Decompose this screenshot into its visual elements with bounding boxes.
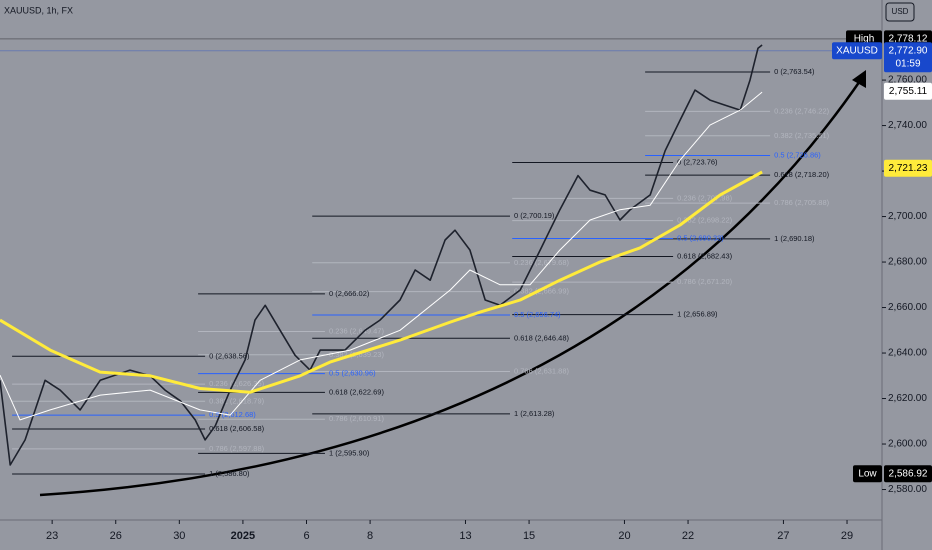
fib-label: 0.236 (2,649.47) <box>329 326 385 335</box>
x-tick-label: 26 <box>110 530 122 542</box>
price-tag-name: Low <box>858 468 877 479</box>
price-tag-name: High <box>854 33 875 44</box>
y-tick-label: 2,700.00 <box>888 211 927 222</box>
price-tag-name-box <box>832 42 882 60</box>
x-tick-label: 27 <box>777 530 789 542</box>
x-tick-label: 8 <box>367 530 373 542</box>
fib-label: 0.618 (2,646.48) <box>514 333 570 342</box>
x-tick-label: 30 <box>173 530 185 542</box>
fib-label: 0.236 (2,746.22) <box>774 106 830 115</box>
fib-label: 1 (2,586.80) <box>209 469 250 478</box>
x-tick-label: 13 <box>459 530 471 542</box>
fib-label: 0.236 (2,707.98) <box>677 193 733 202</box>
fib-label: 1 (2,613.28) <box>514 409 555 418</box>
x-tick-label: 2025 <box>231 530 255 542</box>
fib-label: 0.5 (2,690.33) <box>677 234 724 243</box>
price-tag-name-box <box>853 465 882 483</box>
price-tag <box>884 465 932 483</box>
fib-label: 0.618 (2,682.43) <box>677 252 733 261</box>
y-tick-label: 2,640.00 <box>888 348 927 359</box>
fib-label: 0.382 (2,735.51) <box>774 131 830 140</box>
fib-label: 1 (2,595.90) <box>329 448 370 457</box>
price-tag <box>884 42 932 73</box>
price-tag <box>884 82 932 100</box>
y-tick-label: 2,660.00 <box>888 302 927 313</box>
fib-label: 0 (2,638.56) <box>209 351 250 360</box>
fib-label: 0.618 (2,606.58) <box>209 424 265 433</box>
series-line <box>0 91 763 421</box>
price-tag-value: 2,772.90 <box>889 45 928 56</box>
fib-label: 0.236 (2,626.35) <box>209 379 265 388</box>
x-tick-label: 20 <box>618 530 630 542</box>
fib-label: 1 (2,656.89) <box>677 310 718 319</box>
price-tag-name: XAUUSD <box>836 45 878 56</box>
currency: USD <box>892 7 909 16</box>
fib-label: 0.5 (2,612.68) <box>209 410 256 419</box>
price-tag-value: 2,755.11 <box>889 86 928 97</box>
price-tag-value: 2,721.23 <box>889 163 928 174</box>
fib-label: 0 (2,763.54) <box>774 67 815 76</box>
fib-label: 0 (2,666.02) <box>329 289 370 298</box>
fib-label: 0 (2,700.19) <box>514 211 555 220</box>
price-tag-countdown: 01:59 <box>895 58 920 69</box>
fib-label: 0.382 (2,698.22) <box>677 216 733 225</box>
fib-label: 0.5 (2,726.86) <box>774 150 821 159</box>
price-tag-value: 2,586.92 <box>889 468 928 479</box>
series-line <box>0 170 763 394</box>
price-tag <box>884 159 932 177</box>
price-tag-value: 2,778.12 <box>889 33 928 44</box>
x-tick-label: 15 <box>523 530 535 542</box>
fib-label: 0.5 (2,656.74) <box>514 310 561 319</box>
symbol-title: XAUUSD, 1h, FX <box>4 5 73 15</box>
fib-label: 0.618 (2,622.69) <box>329 387 385 396</box>
arrow-head <box>852 70 866 88</box>
fib-label: 0.5 (2,630.96) <box>329 369 376 378</box>
currency-box <box>885 2 915 22</box>
fib-label: 0.786 (2,610.91) <box>329 414 385 423</box>
fib-label: 0.236 (2,679.68) <box>514 258 570 267</box>
fib-label: 0.382 (2,666.99) <box>514 287 570 296</box>
y-tick-label: 2,600.00 <box>888 439 927 450</box>
fib-label: 0.786 (2,671.20) <box>677 277 733 286</box>
fib-label: 0.618 (2,718.20) <box>774 170 830 179</box>
x-tick-label: 22 <box>682 530 694 542</box>
y-tick-label: 2,580.00 <box>888 484 927 495</box>
y-tick-label: 2,760.00 <box>888 75 927 86</box>
fib-label: 0.786 (2,705.88) <box>774 198 830 207</box>
fib-label: 0 (2,723.76) <box>677 157 718 166</box>
x-tick-label: 6 <box>303 530 309 542</box>
fib-label: 0.382 (2,618.79) <box>209 396 265 405</box>
x-tick-label: 23 <box>46 530 58 542</box>
trend-arrow <box>39 77 864 497</box>
y-tick-label: 2,740.00 <box>888 120 927 131</box>
fib-label: 0.786 (2,631.88) <box>514 366 570 375</box>
series-line <box>0 44 763 466</box>
fib-label: 1 (2,690.18) <box>774 234 815 243</box>
y-tick-label: 2,680.00 <box>888 257 927 268</box>
y-tick-label: 2,620.00 <box>888 393 927 404</box>
fib-label: 0.786 (2,597.88) <box>209 444 265 453</box>
x-tick-label: 29 <box>841 530 853 542</box>
